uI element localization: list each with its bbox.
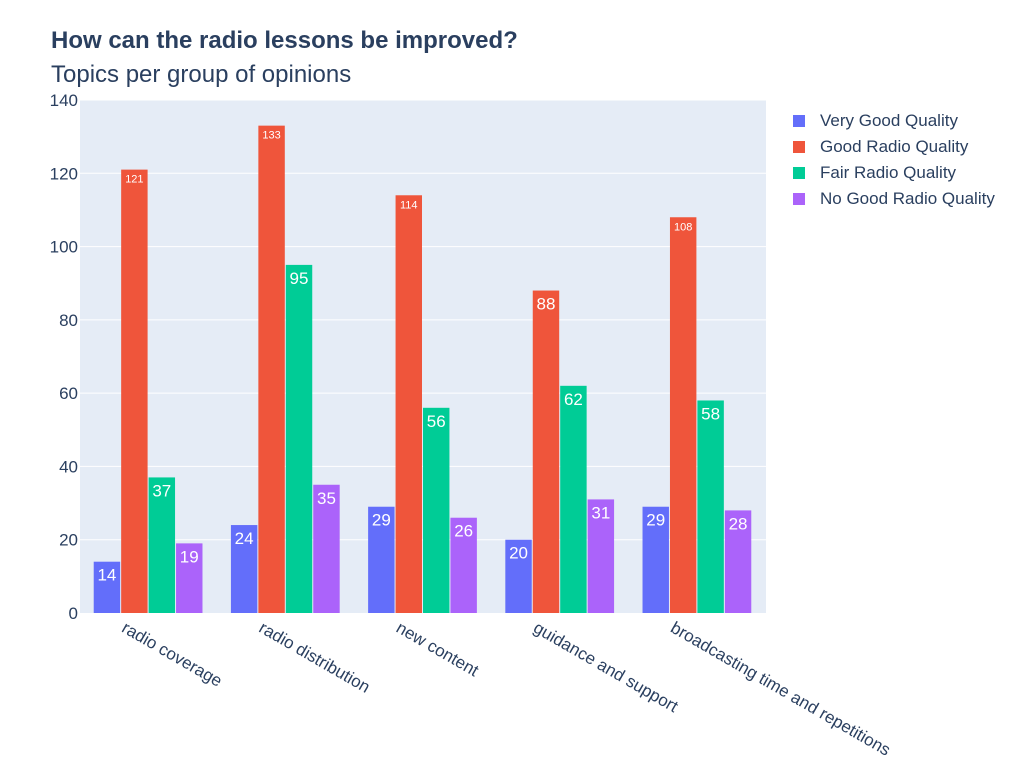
y-axis-ticks: 0 20 40 60 80 100 120 140: [50, 91, 78, 623]
legend-swatch: [793, 115, 805, 127]
y-tick-label: 40: [59, 457, 78, 476]
y-tick-label: 120: [50, 164, 78, 183]
bar-value-label: 56: [427, 412, 446, 431]
bar-value-label: 26: [454, 522, 473, 541]
bar: [669, 217, 697, 613]
legend-label: No Good Radio Quality: [820, 189, 995, 208]
legend-item[interactable]: Very Good Quality: [793, 108, 995, 134]
bar-value-label: 62: [564, 390, 583, 409]
bar-value-label: 19: [180, 547, 199, 566]
chart-subtitle: Topics per group of opinions: [51, 61, 352, 88]
bar: [368, 506, 395, 613]
legend-label: Good Radio Quality: [820, 137, 969, 156]
bar-value-label: 14: [97, 566, 116, 585]
bars: [93, 125, 752, 614]
bar: [258, 125, 285, 614]
bar: [313, 484, 340, 613]
y-tick-label: 0: [69, 604, 78, 623]
legend-item[interactable]: Good Radio Quality: [793, 134, 995, 160]
x-tick-label: new content: [393, 618, 482, 680]
legend: Very Good Quality Good Radio Quality Fair …: [793, 108, 995, 212]
bar: [395, 195, 422, 613]
bar: [93, 561, 121, 613]
bar-value-label: 20: [509, 544, 528, 563]
y-tick-label: 60: [59, 384, 78, 403]
bar: [560, 385, 587, 613]
bar-value-label: 28: [729, 514, 748, 533]
chart-title: How can the radio lessons be improved?: [51, 27, 518, 54]
x-tick-label: radio distribution: [256, 618, 374, 697]
legend-swatch: [793, 141, 805, 153]
bar-value-label: 121: [125, 174, 143, 186]
bar: [450, 517, 477, 613]
legend-label: Very Good Quality: [820, 111, 958, 130]
bar-value-label: 133: [262, 130, 280, 142]
y-tick-label: 140: [50, 91, 78, 110]
bar: [230, 525, 258, 613]
bar-value-label: 31: [591, 503, 610, 522]
bar: [587, 499, 615, 613]
bar: [423, 407, 450, 613]
x-tick-label: guidance and support: [530, 618, 681, 716]
bar-value-label: 29: [372, 511, 391, 530]
legend-item[interactable]: Fair Radio Quality: [793, 160, 995, 186]
bar: [532, 290, 560, 613]
bar-value-label: 88: [537, 295, 556, 314]
bar: [121, 169, 148, 613]
data-labels: 14 121 37 19 24 133 95 35 29 114 56 26 20 88 62 31 29 108…: [97, 130, 747, 585]
y-tick-label: 100: [50, 238, 78, 257]
legend-swatch: [793, 193, 805, 205]
legend-label: Fair Radio Quality: [820, 163, 957, 182]
x-axis-ticks: radio coverage radio distribution new cont…: [119, 618, 894, 760]
legend-item[interactable]: No Good Radio Quality: [793, 186, 995, 212]
bar: [642, 506, 669, 613]
bar: [148, 477, 176, 613]
x-tick-label: radio coverage: [119, 618, 226, 691]
y-tick-label: 20: [59, 531, 78, 550]
bar: [285, 264, 313, 613]
bar-value-label: 35: [317, 489, 336, 508]
y-tick-label: 80: [59, 311, 78, 330]
bar: [724, 510, 752, 613]
bar: [176, 543, 203, 613]
bar-value-label: 114: [400, 199, 418, 211]
bar-value-label: 29: [646, 511, 665, 530]
bar-value-label: 95: [290, 269, 309, 288]
bar: [697, 400, 724, 613]
legend-swatch: [793, 167, 805, 179]
bar-value-label: 24: [235, 529, 254, 548]
bar-value-label: 37: [152, 481, 171, 500]
bar-value-label: 108: [674, 221, 692, 233]
bar: [505, 539, 532, 613]
x-tick-label: broadcasting time and repetitions: [667, 618, 893, 760]
bar-value-label: 58: [701, 404, 720, 423]
